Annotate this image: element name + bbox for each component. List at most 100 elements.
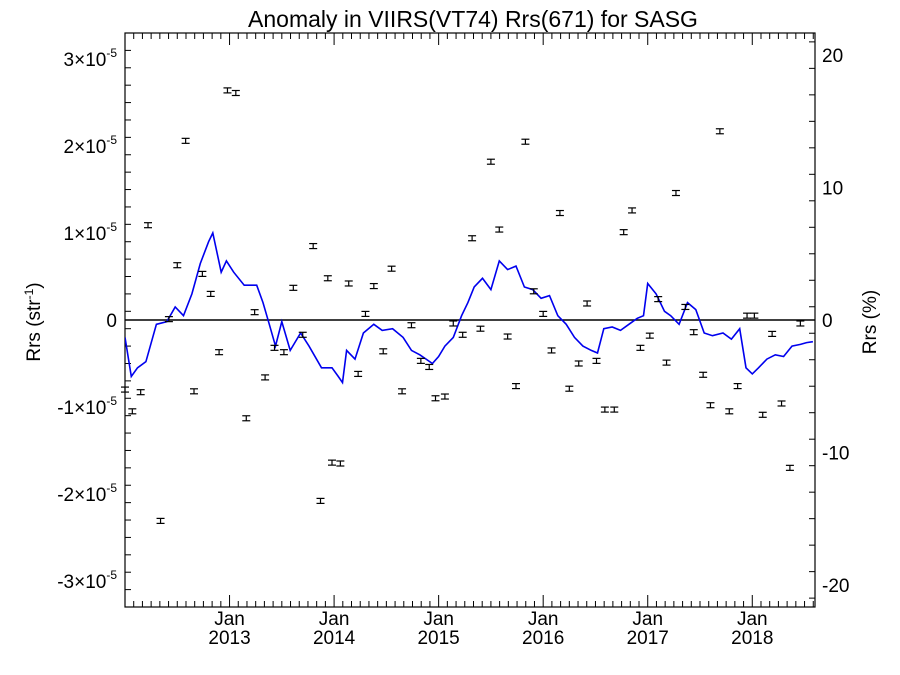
data-point	[636, 344, 645, 351]
x-tick-year-label: 2016	[522, 628, 564, 649]
data-point	[503, 333, 512, 340]
data-point	[495, 226, 504, 233]
data-point	[223, 87, 232, 94]
data-point	[619, 229, 628, 236]
y-tick-label: 1×10-5	[64, 220, 118, 245]
data-point	[431, 395, 440, 402]
x-tick-year-label: 2013	[208, 628, 250, 649]
data-point	[574, 360, 583, 367]
data-point	[662, 359, 671, 366]
x-tick-month-label: Jan	[528, 609, 559, 630]
x-tick-month-label: Jan	[737, 609, 768, 630]
x-tick-year-label: 2014	[313, 628, 356, 649]
y2-tick-label: -10	[822, 443, 849, 464]
data-point	[758, 411, 767, 418]
data-point	[361, 310, 370, 318]
y-tick-label: -1×10-5	[57, 394, 117, 419]
y2-tick-label: 10	[822, 179, 843, 200]
data-point	[398, 388, 407, 395]
data-point	[539, 310, 548, 318]
x-tick-year-label: 2015	[417, 628, 459, 649]
y-tick-label: 0	[106, 311, 117, 332]
data-point	[336, 460, 345, 467]
data-point	[215, 349, 224, 356]
data-point	[173, 262, 182, 269]
data-point	[583, 300, 592, 307]
data-point	[733, 382, 742, 390]
data-point	[354, 370, 363, 378]
data-point	[555, 209, 564, 217]
data-point	[261, 374, 270, 381]
data-point	[379, 348, 388, 355]
data-point	[270, 344, 279, 351]
error-bar-series	[121, 87, 805, 525]
data-point	[231, 89, 240, 97]
data-point	[521, 138, 530, 145]
data-point	[242, 415, 251, 422]
data-point	[681, 303, 690, 311]
data-point	[689, 329, 698, 336]
data-point	[407, 322, 416, 329]
blue-smoothed-line	[125, 230, 814, 385]
data-point	[512, 382, 520, 390]
data-point	[529, 288, 538, 295]
x-axis-ticks: Jan2013Jan2014Jan2015Jan2016Jan2017Jan20…	[133, 33, 814, 649]
data-point	[323, 275, 332, 282]
data-point	[190, 388, 198, 395]
data-point	[298, 331, 307, 338]
data-point	[164, 316, 173, 323]
y-axis-ticks: -3×10-5 -2×10-5 -1×10-5 0 1×10-5 2×10-5 3×10-5	[57, 32, 131, 608]
data-point	[706, 402, 715, 409]
data-point	[486, 158, 495, 165]
data-point	[768, 330, 777, 338]
line-series	[125, 230, 814, 385]
data-point	[715, 128, 724, 135]
data-point	[449, 320, 458, 327]
data-point	[387, 265, 396, 272]
data-point	[796, 320, 805, 327]
data-point	[777, 400, 786, 407]
data-point	[289, 284, 298, 291]
data-point	[316, 497, 325, 504]
data-point	[425, 363, 434, 371]
x-tick-month-label: Jan	[423, 609, 454, 630]
data-point	[628, 207, 637, 214]
data-point	[344, 280, 353, 287]
y2-axis-ticks: -20 -10 0 10 20	[809, 41, 849, 599]
y-tick-label: 2×10-5	[64, 133, 118, 158]
data-point	[144, 222, 152, 229]
x-tick-month-label: Jan	[319, 609, 350, 630]
data-point	[309, 242, 318, 250]
y2-tick-label: 0	[822, 311, 833, 332]
data-point	[565, 385, 574, 392]
data-point	[592, 357, 601, 364]
data-point	[645, 332, 654, 339]
data-point	[121, 386, 129, 393]
data-point	[785, 464, 794, 471]
x-tick-year-label: 2018	[731, 628, 773, 649]
data-point	[416, 357, 425, 364]
x-tick-year-label: 2017	[627, 628, 669, 649]
data-point	[440, 393, 449, 400]
y2-tick-label: -20	[822, 576, 849, 597]
y-tick-label: -3×10-5	[57, 568, 117, 593]
data-point	[610, 406, 619, 413]
data-point	[671, 189, 680, 197]
y-tick-label: 3×10-5	[64, 46, 118, 71]
data-point	[198, 270, 207, 278]
chart-title: Anomaly in VIIRS(VT74) Rrs(671) for SASG	[248, 6, 698, 32]
data-point	[547, 347, 556, 354]
data-point	[476, 325, 485, 332]
data-point	[725, 408, 734, 415]
y2-axis-label: Rrs (%)	[860, 290, 881, 354]
y-tick-label: -2×10-5	[57, 481, 117, 506]
data-point	[369, 282, 378, 290]
data-point	[250, 309, 259, 316]
data-point	[206, 290, 215, 298]
x-tick-month-label: Jan	[632, 609, 663, 630]
data-point	[128, 408, 137, 415]
data-point	[458, 331, 467, 338]
y-axis-label: Rrs (str-1)	[22, 282, 45, 361]
data-point	[750, 312, 759, 319]
